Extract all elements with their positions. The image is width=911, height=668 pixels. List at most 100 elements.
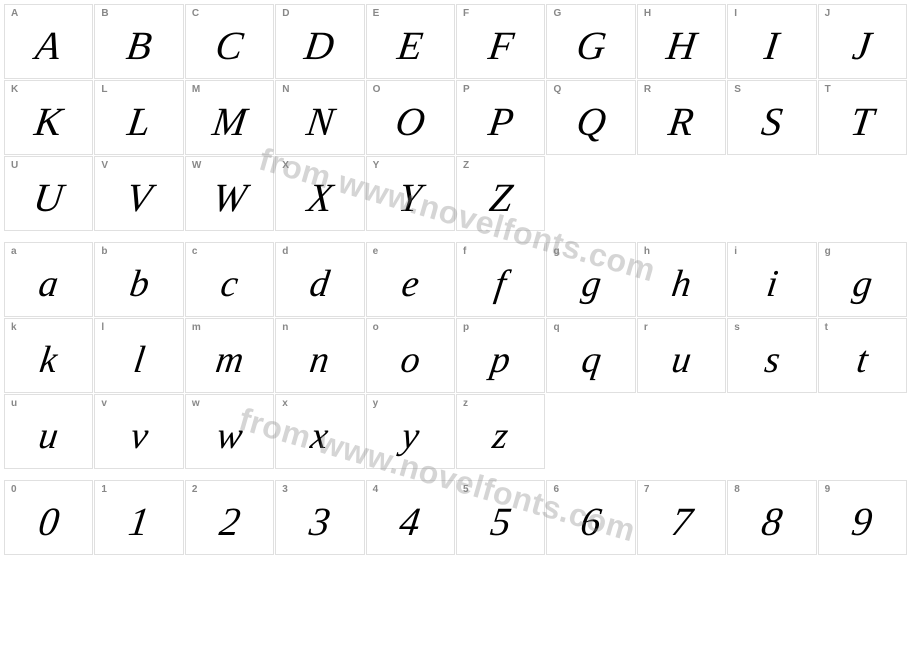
cell-p: pp — [456, 318, 545, 393]
cell-label: v — [101, 398, 107, 409]
cell-x: xx — [275, 394, 364, 469]
cell-J: JJ — [818, 4, 907, 79]
cell-A: AA — [4, 4, 93, 79]
glyph: v — [128, 417, 150, 455]
glyph: z — [491, 417, 511, 455]
glyph: S — [759, 102, 785, 142]
glyph: C — [213, 26, 245, 66]
cell-R: RR — [637, 80, 726, 155]
cell-label: p — [463, 322, 469, 333]
cell-k: kk — [4, 318, 93, 393]
glyph: a — [37, 265, 61, 303]
cell-g: gg — [546, 242, 635, 317]
cell-U: UU — [4, 156, 93, 231]
cell-label: 6 — [553, 484, 559, 495]
glyph: i — [764, 265, 780, 303]
cell-label: q — [553, 322, 559, 333]
cell-9: 99 — [818, 480, 907, 555]
cell-label: P — [463, 84, 470, 95]
glyph: 9 — [850, 502, 876, 542]
glyph: Z — [487, 178, 515, 218]
glyph: s — [762, 341, 782, 379]
row-lower-1: aa bb cc dd ee ff gg hh ii gg — [4, 242, 907, 317]
cell-8: 88 — [727, 480, 816, 555]
cell-label: 4 — [373, 484, 379, 495]
cell-label: 3 — [282, 484, 288, 495]
cell-empty — [818, 156, 907, 231]
cell-m: mm — [185, 318, 274, 393]
cell-v: vv — [94, 394, 183, 469]
cell-label: k — [11, 322, 17, 333]
glyph: x — [309, 417, 331, 455]
cell-label: x — [282, 398, 288, 409]
cell-empty — [818, 394, 907, 469]
cell-W: WW — [185, 156, 274, 231]
glyph: k — [38, 341, 60, 379]
cell-F: FF — [456, 4, 545, 79]
cell-N: NN — [275, 80, 364, 155]
glyph: m — [213, 341, 246, 379]
row-gap — [4, 232, 907, 242]
glyph: D — [303, 26, 338, 66]
glyph: q — [579, 341, 603, 379]
glyph: K — [33, 102, 65, 142]
cell-label: W — [192, 160, 201, 171]
cell-label: o — [373, 322, 379, 333]
cell-label: a — [11, 246, 17, 257]
cell-empty — [637, 394, 726, 469]
cell-E: EE — [366, 4, 455, 79]
cell-label: u — [11, 398, 17, 409]
cell-label: 2 — [192, 484, 198, 495]
row-gap — [4, 470, 907, 480]
cell-label: E — [373, 8, 380, 19]
glyph: n — [308, 341, 332, 379]
cell-label: B — [101, 8, 108, 19]
glyph: o — [398, 341, 422, 379]
cell-label: X — [282, 160, 289, 171]
cell-C: CC — [185, 4, 274, 79]
cell-label: y — [373, 398, 379, 409]
glyph: c — [218, 265, 240, 303]
cell-label: Z — [463, 160, 469, 171]
cell-label: H — [644, 8, 651, 19]
glyph: g — [850, 265, 874, 303]
glyph: 1 — [126, 502, 152, 542]
cell-c: cc — [185, 242, 274, 317]
cell-4: 44 — [366, 480, 455, 555]
glyph: Y — [396, 178, 424, 218]
row-upper-1: AA BB CC DD EE FF GG HH II JJ — [4, 4, 907, 79]
cell-0: 00 — [4, 480, 93, 555]
cell-label: 5 — [463, 484, 469, 495]
glyph: h — [669, 265, 693, 303]
glyph: H — [664, 26, 699, 66]
glyph: M — [210, 102, 249, 142]
cell-label: R — [644, 84, 651, 95]
glyph: t — [854, 341, 870, 379]
cell-label: z — [463, 398, 468, 409]
cell-e: ee — [366, 242, 455, 317]
glyph: d — [308, 265, 332, 303]
cell-D: DD — [275, 4, 364, 79]
cell-label: Q — [553, 84, 561, 95]
glyph: y — [399, 417, 421, 455]
cell-label: S — [734, 84, 741, 95]
cell-a: aa — [4, 242, 93, 317]
cell-label: K — [11, 84, 18, 95]
cell-empty — [546, 156, 635, 231]
glyph: X — [305, 178, 335, 218]
cell-label: f — [463, 246, 466, 257]
cell-empty — [637, 156, 726, 231]
cell-y: yy — [366, 394, 455, 469]
cell-label: l — [101, 322, 104, 333]
cell-6: 66 — [546, 480, 635, 555]
row-upper-2: KK LL MM NN OO PP QQ RR SS TT — [4, 80, 907, 155]
cell-Q: QQ — [546, 80, 635, 155]
cell-P: PP — [456, 80, 545, 155]
cell-label: n — [282, 322, 288, 333]
glyph: u — [669, 341, 693, 379]
cell-G: GG — [546, 4, 635, 79]
cell-u: uu — [4, 394, 93, 469]
glyph: b — [127, 265, 151, 303]
cell-label: b — [101, 246, 107, 257]
cell-f: ff — [456, 242, 545, 317]
